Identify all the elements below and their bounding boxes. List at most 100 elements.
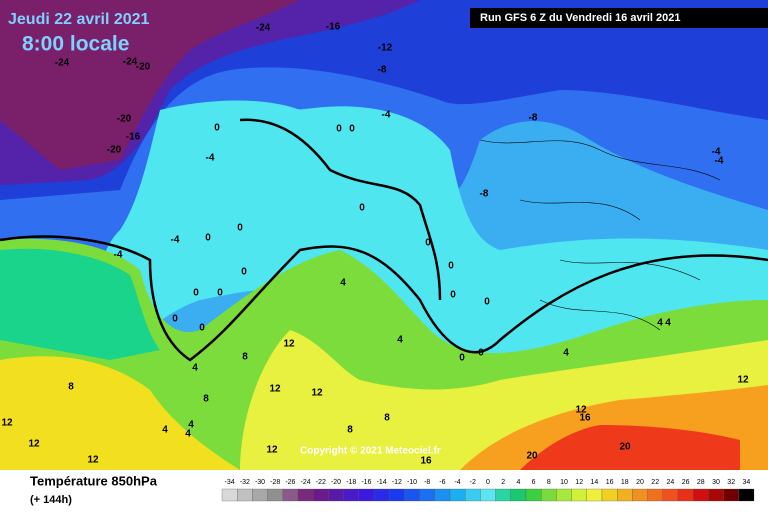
scale-label: -30 [255, 479, 265, 486]
scale-swatch [252, 488, 268, 502]
contour-label: 8 [242, 352, 248, 363]
scale-label: 30 [712, 479, 720, 486]
scale-label: -28 [270, 479, 280, 486]
contour-label: 8 [68, 382, 74, 393]
contour-label: -4 [712, 147, 721, 158]
contour-label: 0 [448, 261, 454, 272]
scale-label: 12 [575, 479, 583, 486]
contour-label: 0 [359, 203, 365, 214]
contour-label: -20 [107, 145, 122, 156]
valid-date: Jeudi 22 avril 2021 [8, 11, 150, 28]
contour-label: 4 [162, 425, 168, 436]
scale-label: 20 [636, 479, 644, 486]
temperature-fields [0, 0, 768, 470]
contour-label: 12 [266, 445, 278, 456]
contour-label: 0 [205, 233, 211, 244]
contour-label: 0 [349, 124, 355, 135]
color-scale: -34 -32 -30 -28 -26 -24 -22 -20 -18 -16 -14 -12 -10-… [221, 479, 755, 502]
contour-label: 12 [1, 418, 13, 429]
contour-label: 12 [575, 405, 587, 416]
copyright: Copyright © 2021 Meteociel.fr [300, 446, 441, 457]
scale-swatch [708, 488, 724, 502]
contour-label: 0 [193, 288, 199, 299]
contour-label: 4 [665, 318, 671, 329]
scale-label: -12 [392, 479, 402, 486]
contour-label: 4 [563, 348, 569, 359]
scale-label: -24 [301, 479, 311, 486]
contour-label: 0 [425, 238, 431, 249]
scale-swatch [510, 488, 527, 502]
forecast-lead: (+ 144h) [30, 494, 72, 506]
scale-label: 10 [560, 479, 568, 486]
contour-label: 16 [579, 413, 591, 424]
scale-swatch [571, 488, 587, 502]
scale-label: -4 [454, 479, 460, 486]
contour-label: -4 [715, 156, 724, 167]
contour-label: 4 [192, 363, 198, 374]
scale-swatch [237, 488, 253, 502]
scale-swatch [419, 488, 435, 502]
contour-label: 0 [172, 314, 178, 325]
scale-label: 0 [486, 479, 490, 486]
scale-swatch [647, 488, 663, 502]
contour-label: -20 [136, 62, 151, 73]
contour-label: -4 [171, 235, 180, 246]
contour-label: 8 [384, 413, 390, 424]
scale-swatch [541, 488, 557, 502]
contour-label: -24 [55, 58, 70, 69]
contour-label: 8 [347, 425, 353, 436]
scale-swatch [358, 488, 375, 502]
scale-swatch [586, 488, 603, 502]
scale-swatch [480, 488, 496, 502]
scale-swatch [738, 488, 755, 502]
scale-label: -20 [331, 479, 341, 486]
borders [479, 139, 721, 331]
contour-label: -8 [480, 189, 489, 200]
contour-label: -20 [117, 114, 132, 125]
scale-swatch [343, 488, 359, 502]
scale-label: -26 [285, 479, 295, 486]
scale-swatch [449, 488, 466, 502]
contour-label: 12 [28, 439, 40, 450]
scale-label: 34 [743, 479, 751, 486]
scale-swatch [662, 488, 679, 502]
scale-swatch [601, 488, 618, 502]
zero-isotherm [0, 118, 768, 362]
contour-label: 12 [269, 384, 281, 395]
contour-label: 12 [87, 455, 99, 466]
scale-swatch [525, 488, 542, 502]
scale-label: 4 [516, 479, 520, 486]
contour-label: 0 [484, 297, 490, 308]
scale-swatch [373, 488, 390, 502]
contour-label: 12 [737, 375, 749, 386]
scale-swatch [617, 488, 633, 502]
contour-label: -16 [326, 22, 341, 33]
contour-label: 8 [203, 394, 209, 405]
contour-label: 4 [397, 335, 403, 346]
contour-label: 12 [311, 388, 323, 399]
contour-label: -4 [382, 110, 391, 121]
scale-label: -18 [346, 479, 356, 486]
contour-label: 4 [340, 278, 346, 289]
scale-swatch [556, 488, 572, 502]
run-banner [470, 8, 768, 28]
scale-label: -34 [225, 479, 235, 486]
contour-label: 0 [217, 288, 223, 299]
scale-swatch [495, 488, 511, 502]
scale-swatch [328, 488, 344, 502]
scale-label: 6 [532, 479, 536, 486]
contour-label: 4 [188, 420, 194, 431]
scale-label: 22 [651, 479, 659, 486]
contour-label: -24 [123, 57, 138, 68]
scale-swatch [297, 488, 314, 502]
contour-label: 0 [199, 323, 205, 334]
scale-label: 14 [591, 479, 599, 486]
scale-swatch [282, 488, 299, 502]
scale-swatch [723, 488, 739, 502]
contour-label: -4 [114, 250, 123, 261]
contour-label: 20 [526, 451, 538, 462]
scale-label: -2 [470, 479, 476, 486]
scale-label: -32 [240, 479, 250, 486]
contour-label: 0 [237, 223, 243, 234]
scale-label: -16 [361, 479, 371, 486]
